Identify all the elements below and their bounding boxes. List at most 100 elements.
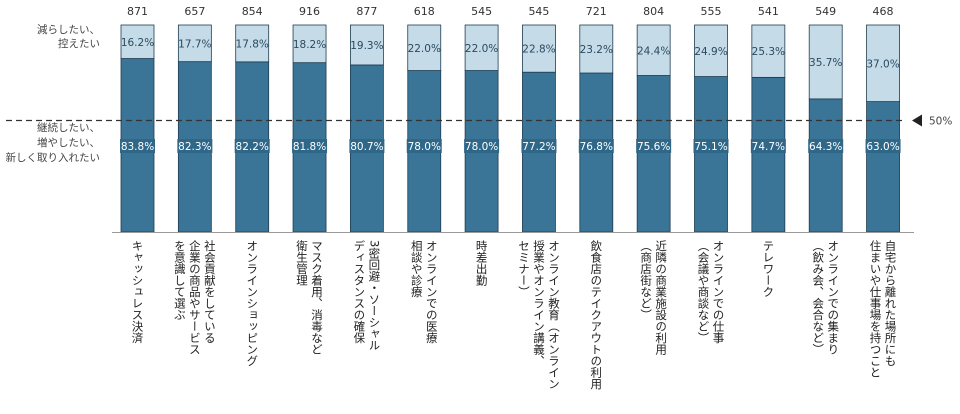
data-label-continue-7: 78.0% [465,141,498,153]
category-label-6-line-2: 相談や診療 [410,240,424,298]
data-label-continue-4: 81.8% [293,141,326,153]
count-label-5: 877 [356,5,377,18]
bar-continue-11 [694,76,728,233]
count-label-12: 541 [758,5,779,18]
data-label-reduce-1: 16.2% [121,37,154,49]
data-label-continue-11: 75.1% [694,141,727,153]
category-label-8-line-1: オンライン教育（オンライン [547,240,561,390]
data-label-continue-12: 74.7% [752,141,785,153]
category-label-1-line-1: キャッシュレス決済 [131,240,145,344]
bar-reduce-6 [407,24,442,71]
data-label-reduce-9: 23.2% [580,44,613,56]
category-label-11-line-2: （会議や商談など） [697,240,711,344]
data-label-box-14 [865,139,901,153]
bar-reduce-3 [235,24,270,63]
data-label-box-10 [636,139,672,153]
count-label-6: 618 [414,5,435,18]
y-label-reduce-line-1: 減らしたい、 [37,23,100,36]
category-label-5-line-2: ディスタンスの確保 [352,239,366,344]
data-label-box-12 [750,139,786,153]
data-label-reduce-7: 22.0% [465,43,498,55]
count-label-10: 804 [643,5,664,18]
count-label-9: 721 [586,5,607,18]
bar-reduce-14 [866,24,900,102]
y-label-continue: 継続したい、増やしたい、新しく取り入れたい [6,121,101,164]
bar-continue-13 [808,98,843,233]
y-label-continue-line-3: 新しく取り入れたい [6,151,101,164]
bar-reduce-10 [636,24,671,76]
count-label-7: 545 [471,5,492,18]
category-label-4-line-2: 衛生管理 [295,240,309,286]
bar-reduce-12 [751,24,786,78]
category-label-2-line-1: 社会貢献をしている [203,239,217,343]
data-label-reduce-4: 18.2% [293,39,326,51]
category-label-4-line-1: マスク着用、消毒など [310,240,324,355]
data-label-reduce-6: 22.0% [408,43,441,55]
y-label-reduce-line-2: 控えたい [58,37,100,50]
bar-reduce-9 [579,24,614,74]
category-label-8-line-3: セミナー） [517,240,531,298]
bar-reduce-11 [694,24,728,77]
category-label-10-line-2: （商店街など） [639,240,653,321]
data-label-box-13 [808,139,844,153]
data-label-continue-5: 80.7% [350,141,383,153]
count-label-14: 468 [873,5,894,18]
bar-reduce-2 [177,24,212,63]
bar-reduce-1 [120,24,155,59]
bar-reduce-8 [522,24,556,73]
category-label-8-line-2: 授業やオンライン講義、 [532,239,546,366]
data-label-continue-2: 82.3% [178,141,211,153]
data-label-continue-6: 78.0% [408,141,441,153]
category-label-6-line-1: オンラインでの医療 [425,240,439,344]
data-label-box-5 [349,139,385,153]
data-label-box-9 [578,139,614,153]
count-label-4: 916 [299,5,320,18]
data-label-continue-10: 75.6% [637,141,670,153]
category-label-12-line-1: テレワーク [761,240,775,298]
data-label-reduce-11: 24.9% [694,46,727,58]
category-label-3-line-1: オンラインショッピング [245,240,259,367]
data-label-continue-1: 83.8% [121,141,154,153]
bar-group: 16.2% 83.8% 17.7% 82.3% 17.8% 82.2% 18.2% 81.8%… [112,24,914,233]
reference-line-label: 50% [929,116,952,128]
category-label-9-line-1: 飲食店のテイクアウトの利用 [589,239,603,390]
category-label-11-line-1: オンラインでの仕事 [712,240,726,344]
data-label-continue-9: 76.8% [580,141,613,153]
count-label-8: 545 [528,5,549,18]
count-label-13: 549 [815,5,836,18]
category-label-7-line-1: 時差出勤 [475,240,489,287]
category-label-2-line-2: 企業の商品やサービス [188,239,202,355]
bar-continue-14 [866,101,900,233]
count-label-3: 854 [242,5,263,18]
data-label-box-3 [234,139,270,153]
bar-continue-12 [751,76,786,233]
reference-marker-icon [912,114,922,127]
data-label-box-4 [292,139,328,153]
reference-line-group: 50% [6,114,952,128]
y-label-continue-line-1: 継続したい、 [37,121,100,134]
y-label-continue-line-2: 増やしたい、 [37,136,100,149]
category-label-14-line-2: 住まいや仕事場を持つこと [869,239,883,378]
bar-reduce-5 [349,24,384,66]
data-label-reduce-3: 17.8% [236,38,269,50]
category-label-2-line-3: を意識して選ぶ [173,240,187,321]
data-label-box-6 [406,139,442,153]
data-label-box-11 [693,139,729,153]
category-label-14-line-1: 自宅から離れた場所にも [884,240,898,367]
count-label-2: 657 [184,5,205,18]
data-label-reduce-2: 17.7% [178,38,211,50]
data-label-continue-3: 82.2% [236,141,269,153]
data-label-reduce-13: 35.7% [809,57,842,69]
category-label-5-line-1: 3密回避・ソーシャル [367,240,381,351]
data-label-box-8 [521,139,557,153]
count-label-11: 555 [701,5,722,18]
data-label-reduce-8: 22.8% [522,44,555,56]
category-label-13-line-1: オンラインでの集まり [826,240,840,355]
data-label-box-7 [464,139,500,153]
y-label-reduce: 減らしたい、控えたい [37,23,100,50]
data-label-reduce-10: 24.4% [637,45,670,57]
data-label-box-1 [120,139,155,153]
bar-continue-10 [636,75,671,233]
